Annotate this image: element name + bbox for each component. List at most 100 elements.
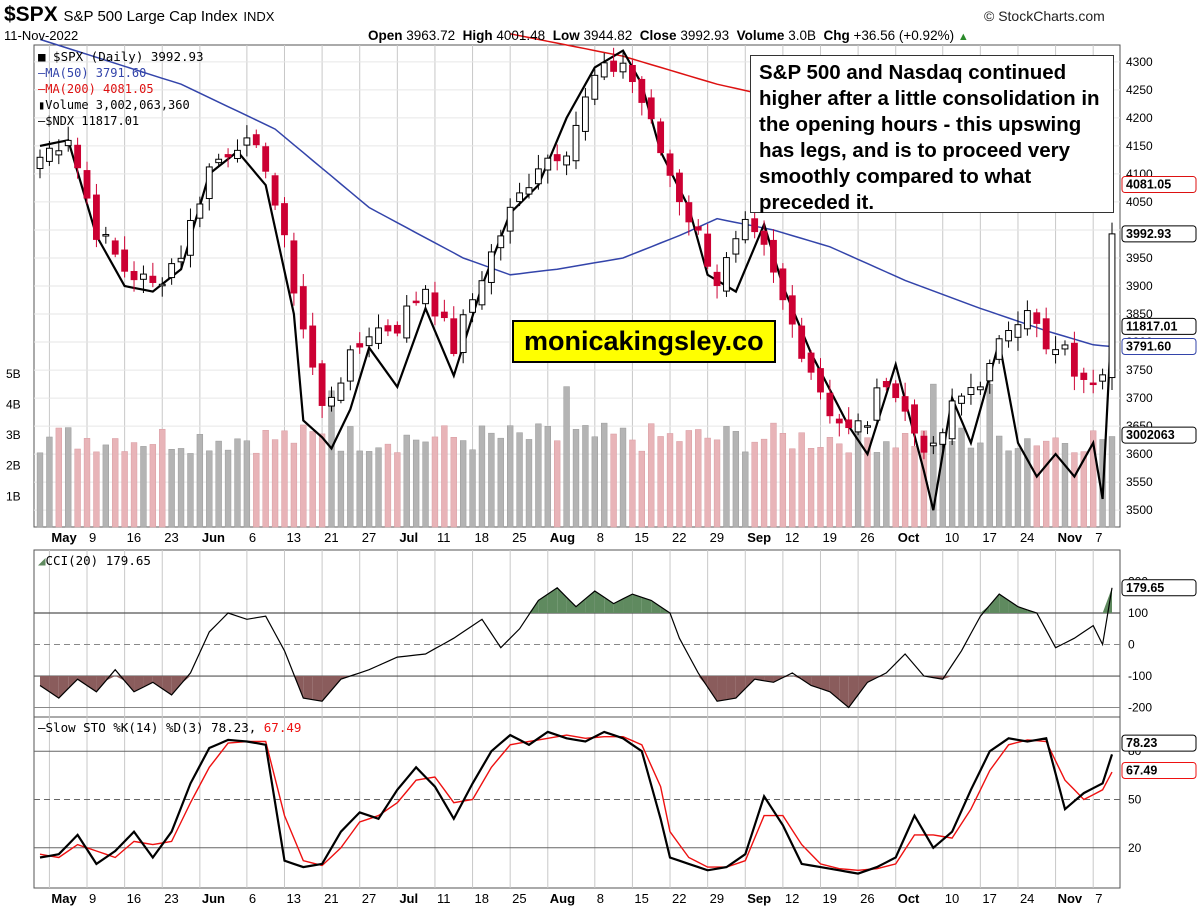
candle-body (450, 318, 458, 355)
volume-bar (525, 439, 533, 528)
ma200-value-tag-box (1121, 176, 1197, 194)
ndx-value-tag-box (1121, 317, 1197, 335)
ma200-value-tag: 4081.05 (1126, 178, 1171, 192)
candle-body (817, 368, 824, 393)
volume-bar (619, 427, 627, 528)
cci-area-icon: ◢ (38, 553, 46, 568)
cci-overbought-fill (989, 594, 1000, 614)
volume-bar (601, 422, 608, 528)
volume-bar (196, 434, 204, 528)
cci-oversold-fill (49, 676, 59, 699)
x-tick-label: 12 (785, 530, 799, 545)
candle-body (149, 275, 157, 283)
volume-bar (883, 441, 890, 528)
volume-bar (412, 439, 420, 528)
candle-body (516, 192, 523, 203)
candle-body (384, 325, 392, 332)
x-tick-label: 18 (475, 530, 489, 545)
cci-oversold-fill (124, 676, 135, 692)
volume-icon: ▮ (38, 98, 46, 112)
volume-bar (695, 429, 702, 528)
cci-overbought-fill (557, 587, 567, 614)
volume-tick-label: 5B (6, 367, 21, 381)
ma50-path (39, 38, 1113, 348)
volume-bar (676, 441, 683, 528)
axis-labels: May May 9 9 16 16 23 23 Jun Jun 6 6 13 13 21 21 27 27 Jul J… (6, 55, 1197, 906)
volume-bar (281, 430, 288, 528)
candle-body (234, 149, 241, 160)
chart-date: 11-Nov-2022 (4, 28, 79, 43)
sto-d-value-tag-box (1121, 762, 1197, 780)
x-tick-label: 9 (89, 530, 96, 545)
close-value-tag-box (1121, 225, 1197, 243)
x-tick-label: Oct (898, 891, 920, 906)
x-tick-label: 7 (1095, 891, 1102, 906)
cci-oversold-fill (801, 676, 812, 686)
sto-d-value-tag: 67.49 (1126, 764, 1157, 778)
x-tick-label: Aug (550, 530, 575, 545)
x-tick-label: 16 (127, 891, 141, 906)
candle-body (986, 362, 994, 382)
volume-bar (591, 436, 598, 528)
candle-body (713, 271, 721, 287)
candle-body (1052, 349, 1059, 356)
volume-bar (1043, 440, 1050, 528)
candle-body (318, 363, 326, 406)
candle-body (422, 288, 429, 305)
sto-d-path (39, 734, 1113, 872)
cci-overbought-fill (594, 590, 605, 614)
volume-bar (234, 438, 241, 528)
ndx-line (39, 49, 1114, 511)
cci-oversold-fill (792, 676, 802, 680)
ma200-line (510, 33, 774, 97)
x-tick-label: 25 (512, 530, 526, 545)
candle-body (111, 240, 119, 255)
candle-body (1014, 324, 1022, 338)
candle-body (412, 300, 420, 304)
volume-bar (610, 433, 617, 528)
candle-body (826, 392, 834, 417)
candle-body (845, 419, 853, 429)
candle-body (356, 343, 364, 348)
volume-bar (685, 430, 693, 528)
price-tick-label: 4250 (1126, 83, 1153, 97)
sto-tick-label: 20 (1128, 841, 1142, 855)
candle-body (121, 249, 129, 272)
volume-bar (807, 448, 815, 528)
candle-body (666, 153, 674, 176)
candle-body (375, 327, 382, 344)
volume-bar (1014, 448, 1022, 528)
volume-bar (836, 443, 843, 528)
volume-bar (535, 423, 542, 528)
candle-body (751, 218, 759, 233)
candle-body (1070, 342, 1078, 377)
candle-body (205, 166, 213, 200)
volume-bar (911, 446, 918, 528)
x-tick-label: Jul (399, 891, 418, 906)
sto-k-value-tag-box (1121, 734, 1197, 752)
candle-body (911, 404, 918, 434)
candle-body (591, 74, 599, 100)
x-tick-label: Sep (747, 891, 771, 906)
cci-overbought-fill (547, 587, 558, 614)
cci-oversold-fill (717, 676, 727, 702)
x-tick-label: 21 (324, 891, 338, 906)
volume-bar (431, 436, 439, 528)
candle-body (497, 235, 505, 249)
volume-bar (318, 433, 326, 528)
volume-bar (36, 452, 44, 528)
candle-body (685, 202, 693, 223)
candle-body (929, 442, 937, 447)
cci-overbought-fill (632, 594, 642, 614)
volume-bar (1005, 450, 1012, 528)
volume-bar (1061, 443, 1069, 528)
volume-bar (873, 452, 881, 528)
volume-tick-label: 3B (6, 428, 21, 442)
volume-bar (948, 441, 956, 528)
candle-body (83, 170, 91, 199)
volume-bar (394, 452, 401, 528)
volume-bar (168, 449, 175, 528)
x-tick-label: 13 (286, 530, 300, 545)
candle-body (1089, 382, 1097, 386)
volume-bar (760, 438, 768, 528)
